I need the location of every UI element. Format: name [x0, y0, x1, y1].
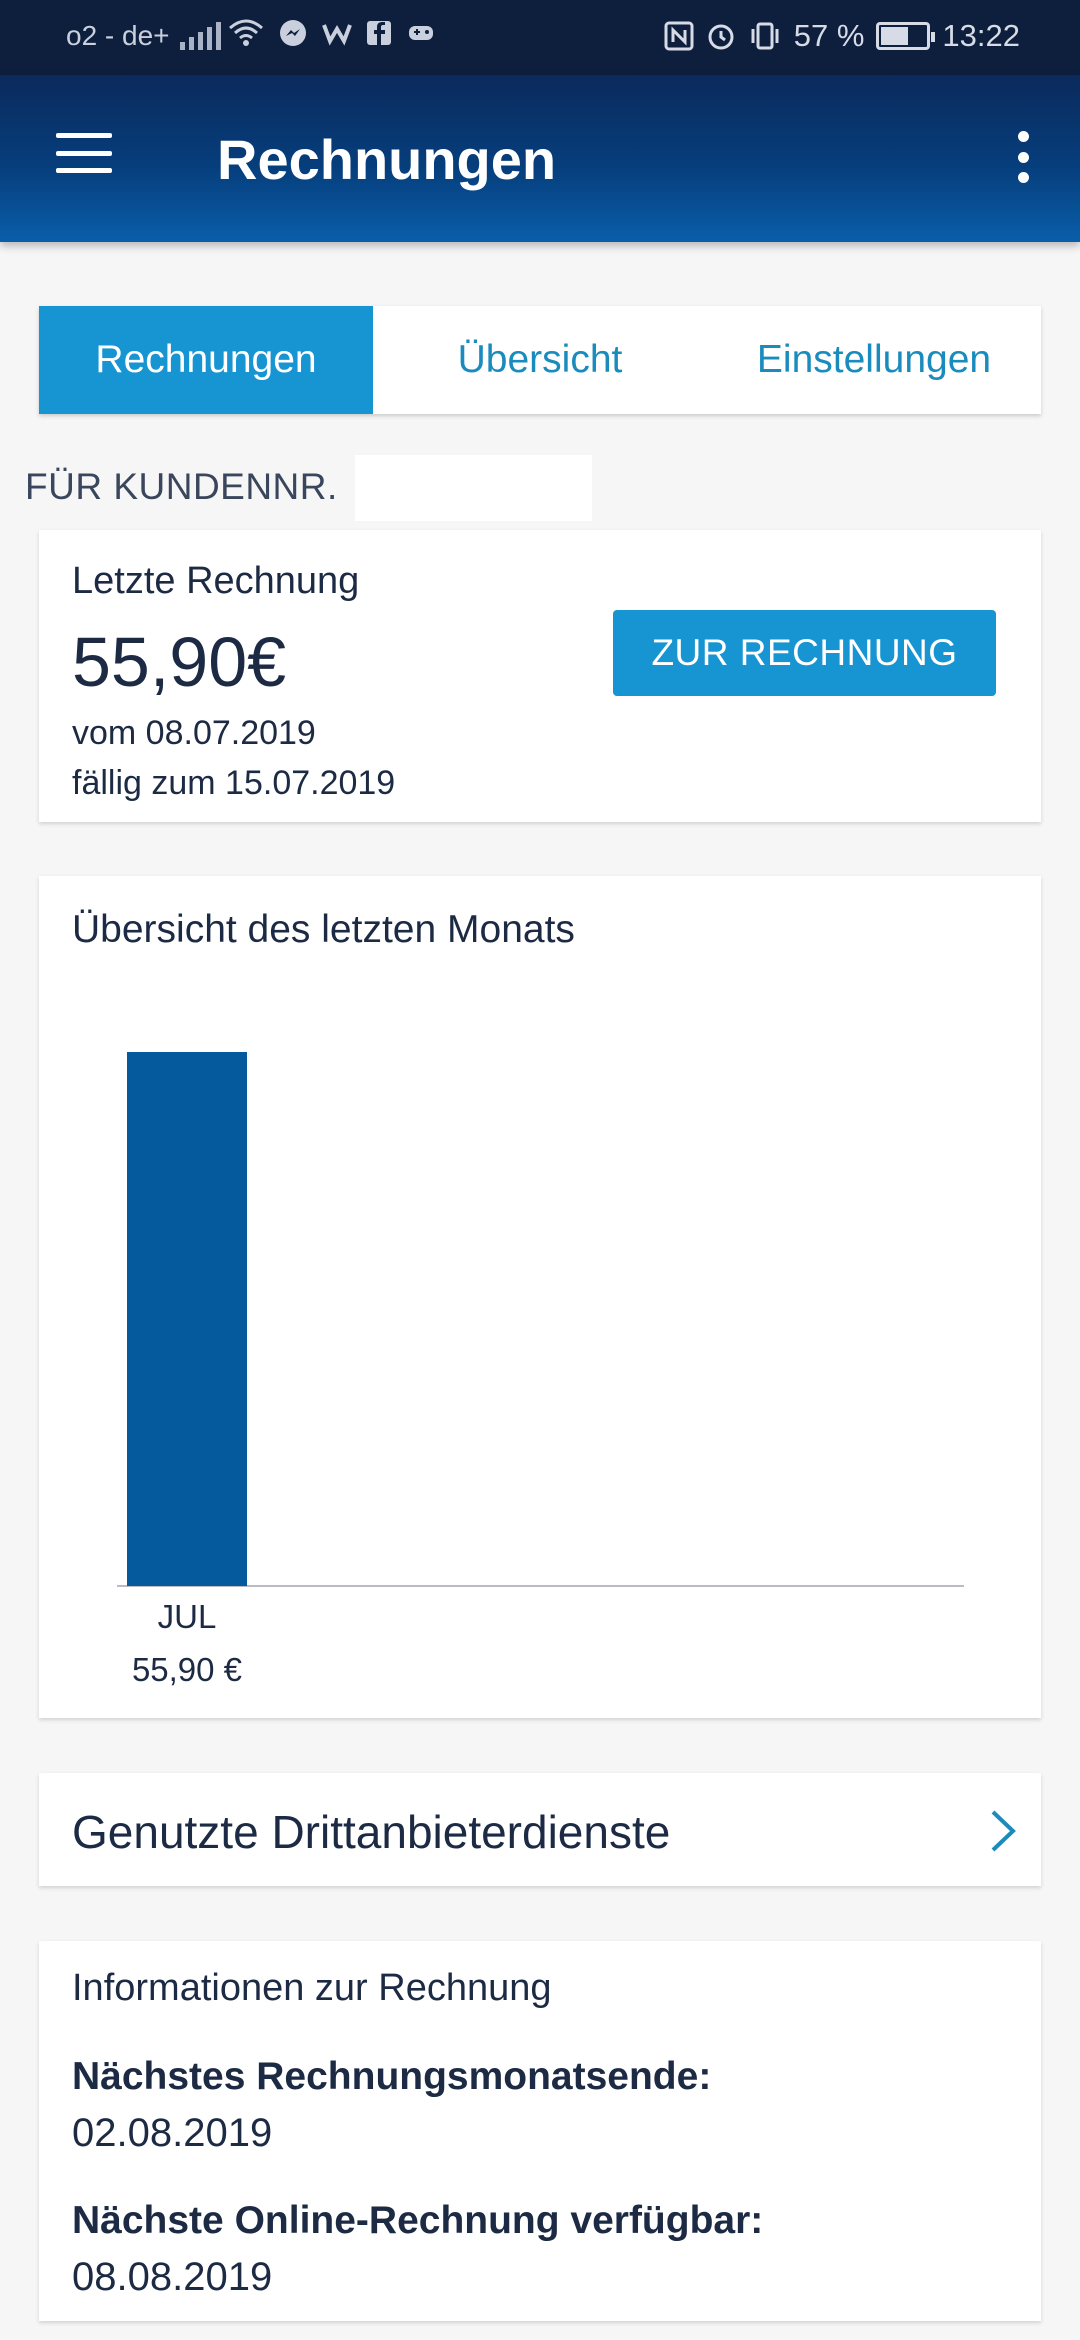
next-billing-end-value: 02.08.2019 — [72, 2111, 273, 2155]
tab-bar: Rechnungen Übersicht Einstellungen — [39, 306, 1041, 414]
vibrate-icon — [751, 22, 779, 50]
battery-icon — [876, 22, 936, 50]
tab-einstellungen[interactable]: Einstellungen — [756, 338, 992, 381]
signal-icon — [180, 22, 221, 50]
chart-value-label: 55,90 € — [132, 1651, 242, 1688]
wifi-icon — [229, 19, 263, 46]
invoice-date: vom 08.07.2019 — [72, 714, 316, 752]
invoice-due-date: fällig zum 15.07.2019 — [72, 764, 396, 802]
tab-uebersicht[interactable]: Übersicht — [457, 338, 623, 381]
tab-rechnungen[interactable]: Rechnungen — [39, 306, 373, 414]
chevron-right-icon — [991, 1810, 1016, 1852]
customer-number-redacted — [355, 455, 592, 521]
info-title: Informationen zur Rechnung — [72, 1967, 552, 2009]
chart-bar — [127, 1052, 247, 1586]
nfc-icon — [664, 21, 694, 51]
game-controller-icon — [409, 26, 433, 40]
go-to-invoice-button[interactable]: ZUR RECHNUNG — [613, 610, 996, 696]
carrier-label: o2 - de+ — [66, 20, 170, 51]
alarm-icon — [708, 24, 734, 50]
third-party-services-label: Genutzte Drittanbieterdienste — [72, 1806, 671, 1858]
status-bar: o2 - de+ 57 % 13:22 — [0, 0, 1080, 75]
third-party-services-row[interactable]: Genutzte Drittanbieterdienste — [39, 1773, 1041, 1886]
messenger-icon — [280, 20, 306, 46]
chart-category-label: JUL — [158, 1598, 217, 1635]
clock: 13:22 — [942, 18, 1020, 53]
monthly-overview-card: Übersicht des letzten Monats JUL 55,90 € — [39, 876, 1041, 1718]
last-invoice-label: Letzte Rechnung — [72, 560, 360, 602]
last-invoice-card: Letzte Rechnung 55,90€ vom 08.07.2019 fä… — [39, 530, 1041, 822]
invoice-amount: 55,90€ — [72, 623, 287, 701]
page-title: Rechnungen — [217, 128, 557, 191]
bar-chart: JUL 55,90 € — [117, 1052, 964, 1688]
overview-title: Übersicht des letzten Monats — [72, 908, 575, 951]
battery-percent: 57 % — [793, 18, 865, 53]
customer-number-label: FÜR KUNDENNR. — [25, 466, 338, 507]
next-online-invoice-value: 08.08.2019 — [72, 2255, 273, 2299]
invoice-info-card: Informationen zur Rechnung Nächstes Rech… — [39, 1941, 1041, 2321]
next-online-invoice-label: Nächste Online-Rechnung verfügbar: — [72, 2199, 764, 2242]
app-bar: Rechnungen — [0, 75, 1080, 242]
more-options-icon[interactable] — [1008, 131, 1038, 183]
facebook-icon — [367, 21, 391, 45]
w-app-icon — [322, 24, 352, 46]
hamburger-menu-icon[interactable] — [56, 133, 112, 173]
next-billing-end-label: Nächstes Rechnungsmonatsende: — [72, 2055, 712, 2098]
